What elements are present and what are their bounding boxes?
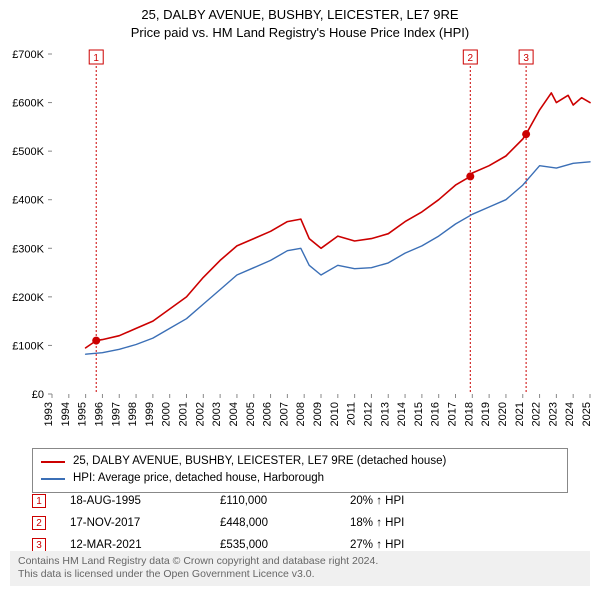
- footer-line-1: Contains HM Land Registry data © Crown c…: [18, 555, 582, 569]
- x-tick-label: 2009: [312, 402, 324, 426]
- x-tick-label: 2004: [228, 402, 240, 426]
- marker-price-3: £535,000: [220, 539, 350, 551]
- marker-dot: [92, 337, 100, 345]
- x-tick-label: 2010: [329, 402, 341, 426]
- x-tick-label: 2007: [278, 402, 290, 426]
- x-tick-label: 2001: [178, 402, 190, 426]
- legend-label-hpi: HPI: Average price, detached house, Harb…: [73, 470, 324, 487]
- marker-date-2: 17-NOV-2017: [70, 517, 220, 529]
- x-tick-label: 1995: [77, 402, 89, 426]
- footer-line-2: This data is licensed under the Open Gov…: [18, 568, 582, 582]
- marker-date-3: 12-MAR-2021: [70, 539, 220, 551]
- marker-badge-2: 2: [32, 516, 46, 530]
- marker-dot: [466, 172, 474, 180]
- legend-swatch-property: [41, 461, 65, 463]
- y-tick-label: £200K: [12, 292, 44, 304]
- x-tick-label: 2000: [161, 402, 173, 426]
- y-tick-label: £600K: [12, 98, 44, 110]
- x-tick-label: 2020: [497, 402, 509, 426]
- legend: 25, DALBY AVENUE, BUSHBY, LEICESTER, LE7…: [32, 448, 568, 493]
- y-tick-label: £700K: [12, 49, 44, 61]
- x-tick-label: 1993: [43, 402, 55, 426]
- x-tick-label: 2012: [362, 402, 374, 426]
- x-tick-label: 1998: [127, 402, 139, 426]
- x-tick-label: 2003: [211, 402, 223, 426]
- title-block: 25, DALBY AVENUE, BUSHBY, LEICESTER, LE7…: [0, 0, 600, 42]
- legend-row-hpi: HPI: Average price, detached house, Harb…: [41, 470, 559, 487]
- x-tick-label: 2022: [531, 402, 543, 426]
- x-tick-label: 2019: [480, 402, 492, 426]
- marker-price-2: £448,000: [220, 517, 350, 529]
- marker-price-1: £110,000: [220, 495, 350, 507]
- series-hpi: [86, 162, 590, 354]
- marker-delta-1: 20% ↑ HPI: [350, 495, 480, 507]
- x-tick-label: 2006: [262, 402, 274, 426]
- x-tick-label: 2024: [564, 402, 576, 426]
- x-tick-label: 1996: [93, 402, 105, 426]
- marker-flag-num: 1: [93, 53, 99, 64]
- legend-label-property: 25, DALBY AVENUE, BUSHBY, LEICESTER, LE7…: [73, 453, 446, 470]
- attribution-footer: Contains HM Land Registry data © Crown c…: [10, 551, 590, 586]
- y-tick-label: £400K: [12, 195, 44, 207]
- x-tick-label: 2021: [514, 402, 526, 426]
- y-tick-label: £0: [32, 389, 44, 401]
- title-subtitle: Price paid vs. HM Land Registry's House …: [0, 24, 600, 42]
- legend-swatch-hpi: [41, 478, 65, 480]
- x-tick-label: 2017: [447, 402, 459, 426]
- marker-flag-num: 2: [468, 53, 474, 64]
- marker-row-1: 1 18-AUG-1995 £110,000 20% ↑ HPI: [32, 490, 568, 512]
- marker-flag-num: 3: [523, 53, 529, 64]
- x-tick-label: 2025: [581, 402, 593, 426]
- marker-date-1: 18-AUG-1995: [70, 495, 220, 507]
- x-tick-label: 1997: [110, 402, 122, 426]
- series-property: [86, 93, 590, 348]
- marker-table: 1 18-AUG-1995 £110,000 20% ↑ HPI 2 17-NO…: [32, 490, 568, 556]
- figure-root: 25, DALBY AVENUE, BUSHBY, LEICESTER, LE7…: [0, 0, 600, 590]
- x-tick-label: 2002: [194, 402, 206, 426]
- y-tick-label: £300K: [12, 243, 44, 255]
- x-tick-label: 2005: [245, 402, 257, 426]
- marker-delta-2: 18% ↑ HPI: [350, 517, 480, 529]
- x-tick-label: 1994: [60, 402, 72, 426]
- chart-area: £0 £100K £200K £300K £400K £500K £600K £700K 199…: [0, 44, 600, 444]
- marker-row-2: 2 17-NOV-2017 £448,000 18% ↑ HPI: [32, 512, 568, 534]
- legend-row-property: 25, DALBY AVENUE, BUSHBY, LEICESTER, LE7…: [41, 453, 559, 470]
- x-tick-label: 2018: [463, 402, 475, 426]
- marker-dot: [522, 130, 530, 138]
- x-tick-label: 2011: [346, 402, 358, 426]
- marker-delta-3: 27% ↑ HPI: [350, 539, 480, 551]
- x-tick-label: 2014: [396, 402, 408, 426]
- marker-badge-1: 1: [32, 494, 46, 508]
- x-tick-label: 2013: [379, 402, 391, 426]
- title-address: 25, DALBY AVENUE, BUSHBY, LEICESTER, LE7…: [0, 6, 600, 24]
- y-tick-label: £100K: [12, 340, 44, 352]
- x-tick-label: 2016: [430, 402, 442, 426]
- y-tick-label: £500K: [12, 146, 44, 158]
- x-tick-label: 2015: [413, 402, 425, 426]
- x-tick-label: 2008: [295, 402, 307, 426]
- x-tick-label: 1999: [144, 402, 156, 426]
- line-chart-svg: £0 £100K £200K £300K £400K £500K £600K £700K 199…: [0, 44, 600, 444]
- x-tick-label: 2023: [547, 402, 559, 426]
